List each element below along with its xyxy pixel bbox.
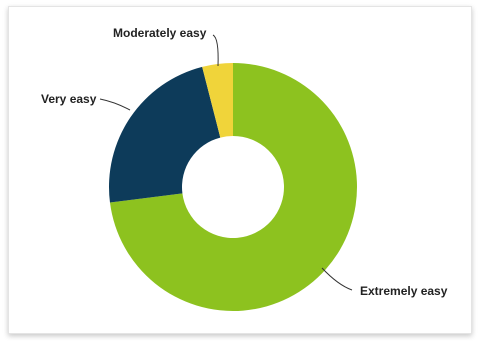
leader-line-extremely-easy: [321, 267, 353, 291]
leader-line-very-easy: [99, 98, 131, 111]
slice-very-easy: [108, 66, 221, 203]
label-moderately-easy: Moderately easy: [113, 26, 207, 40]
label-very-easy: Very easy: [41, 92, 97, 106]
leader-line-moderately-easy: [212, 34, 219, 67]
slice-extremely-easy: [109, 63, 357, 312]
donut-slices: [108, 63, 357, 312]
label-extremely-easy: Extremely easy: [360, 284, 448, 298]
slice-moderately-easy: [202, 63, 233, 138]
